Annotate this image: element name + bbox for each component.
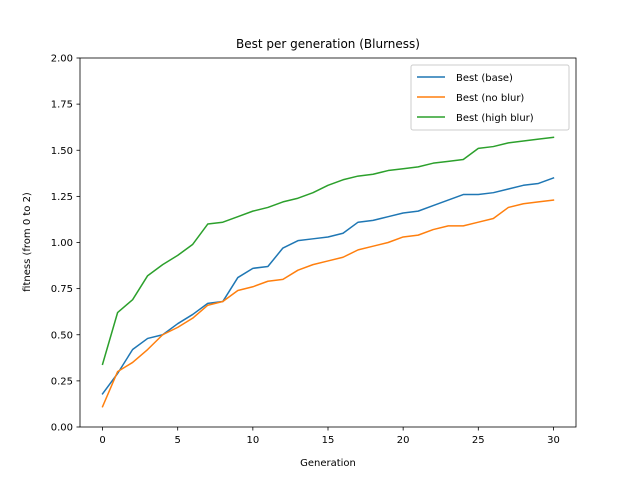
y-tick-label: 0.25 bbox=[51, 376, 73, 387]
legend-label-1: Best (no blur) bbox=[456, 93, 524, 104]
chart-title: Best per generation (Blurness) bbox=[236, 37, 420, 51]
legend-label-0: Best (base) bbox=[456, 73, 513, 84]
y-tick-label: 0.50 bbox=[51, 330, 73, 341]
legend-label-2: Best (high blur) bbox=[456, 113, 534, 124]
x-tick-label: 30 bbox=[547, 435, 560, 446]
x-tick-label: 10 bbox=[246, 435, 259, 446]
x-tick-label: 25 bbox=[472, 435, 485, 446]
legend-box bbox=[410, 64, 570, 131]
x-tick-label: 5 bbox=[175, 435, 181, 446]
series-line-1 bbox=[101, 199, 555, 408]
y-axis: 0.00 0.25 0.50 0.75 1.00 1.25 1.50 1.75 2.00 bbox=[51, 54, 80, 434]
series-line-0 bbox=[101, 176, 555, 395]
x-tick-label: 15 bbox=[322, 435, 335, 446]
x-tick-label: 20 bbox=[397, 435, 410, 446]
y-axis-label: fitness (from 0 to 2) bbox=[22, 192, 33, 292]
x-axis-label: Generation bbox=[300, 458, 356, 469]
y-tick-label: 1.00 bbox=[51, 238, 73, 249]
plot-area bbox=[101, 136, 555, 408]
y-tick-label: 0.00 bbox=[51, 423, 73, 434]
y-tick-label: 1.50 bbox=[51, 146, 73, 157]
y-tick-label: 1.25 bbox=[51, 192, 73, 203]
y-tick-label: 1.75 bbox=[51, 100, 73, 111]
x-axis: 0 5 10 15 20 25 30 bbox=[99, 427, 560, 446]
legend: Best (base) Best (no blur) Best (high blur… bbox=[410, 64, 570, 131]
y-tick-label: 0.75 bbox=[51, 284, 73, 295]
x-tick-label: 0 bbox=[99, 435, 105, 446]
series-line-2 bbox=[101, 136, 555, 366]
y-tick-label: 2.00 bbox=[51, 54, 73, 65]
